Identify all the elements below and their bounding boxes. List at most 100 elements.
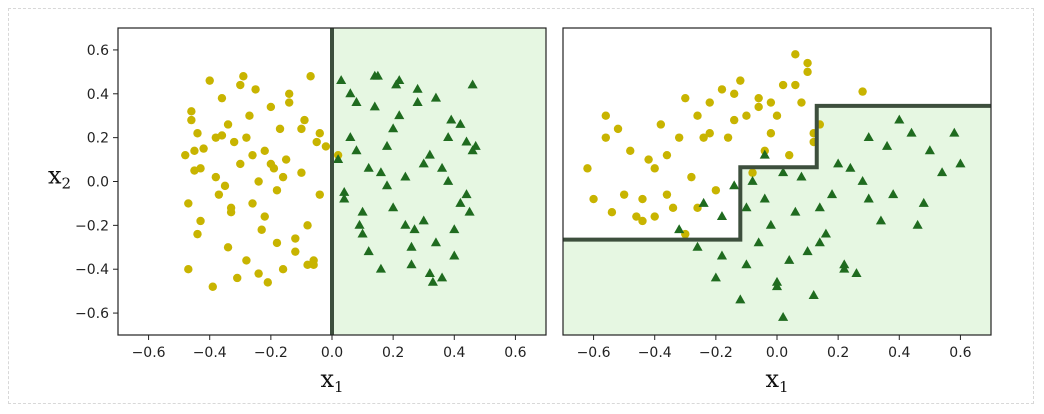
plot1-triangle-point (716, 250, 728, 260)
plot0-circle-point (260, 146, 269, 155)
plot1-triangle-point (753, 237, 764, 247)
plot1-x-tick-label: 0.6 (949, 345, 971, 361)
plot1-triangle-point (826, 189, 838, 199)
plot1-circle-point (674, 133, 684, 142)
plot1-circle-point (668, 203, 678, 213)
plot1-circle-point (766, 98, 776, 107)
plot0-triangle-point (449, 224, 460, 234)
plot1-circle-point (791, 80, 800, 90)
plot0-circle-point (184, 199, 193, 208)
plot1-circle-point (619, 190, 629, 199)
plot0-triangle-point (427, 276, 438, 286)
plot1-triangle-point (918, 197, 929, 207)
plot0-triangle-point (400, 171, 411, 181)
plot0-decision-region (332, 28, 546, 335)
plot0-circle-point (187, 115, 196, 125)
plot0-circle-point (291, 234, 300, 243)
plot0-circle-point (245, 111, 254, 120)
plot0-triangle-point (388, 123, 399, 133)
plot0-y-tick-label: 0.6 (87, 43, 109, 59)
plot0-triangle-point (464, 206, 475, 216)
plot0-circle-point (181, 150, 190, 160)
plot1-circle-point (858, 87, 867, 96)
plot0-circle-point (196, 164, 205, 173)
plot0-y-tick-label: 0.0 (87, 175, 109, 191)
plot0-y-tick-label: −0.2 (75, 218, 109, 234)
plot0-triangle-point (449, 250, 460, 260)
plot0-triangle-point (412, 83, 423, 93)
plot0-circle-point (248, 199, 257, 208)
plot0-circle-point (239, 72, 248, 81)
plot0-triangle-point (357, 228, 368, 238)
plot0-x-axis-label-sub: 1 (334, 378, 344, 396)
plot1-circle-point (705, 129, 714, 138)
plot1-triangle-point (814, 237, 825, 247)
plot0-y-tick-label: −0.6 (75, 306, 109, 322)
plot1-triangle-point (765, 219, 776, 229)
plot0-triangle-point (424, 149, 435, 159)
plot1-circle-point (687, 172, 696, 182)
plot0-circle-point (229, 137, 239, 147)
plot0-circle-point (251, 85, 260, 94)
plot1-triangle-point (778, 167, 789, 177)
plot1-triangle-point (771, 276, 783, 286)
plot1-triangle-point (741, 259, 752, 269)
plot0-y-tick-label: −0.4 (75, 262, 109, 278)
plot0-circle-point (254, 177, 263, 186)
plot0-circle-point (236, 159, 245, 169)
plot0-triangle-point (443, 176, 454, 185)
plot0-y-tick-label: 0.4 (87, 87, 109, 103)
plot0-circle-point (193, 129, 202, 138)
plot0-circle-point (278, 172, 288, 182)
plot0-triangle-point (363, 246, 374, 256)
plot0-triangle-point (467, 79, 478, 89)
plot1-triangle-point (808, 290, 819, 299)
plot1-triangle-point (674, 224, 685, 234)
plot0-circle-point (309, 260, 318, 270)
plot0-circle-point (217, 131, 227, 140)
plot0-circle-point (300, 115, 309, 125)
plot0-circle-point (199, 144, 208, 153)
plot0-circle-point (217, 93, 227, 103)
plot1-triangle-point (881, 140, 893, 150)
plot0-triangle-point (351, 97, 362, 106)
plot1-x-tick-label: −0.4 (638, 345, 672, 361)
plot1-triangle-point (894, 114, 905, 124)
plot0-circle-point (187, 107, 196, 116)
plot1-circle-point (662, 190, 672, 199)
plot0-triangle-point (345, 88, 356, 98)
plot0-triangle-point (369, 101, 380, 111)
plot1-triangle-point (814, 202, 825, 212)
plot0-x-tick-label: 0.0 (321, 345, 343, 361)
plot0-y-tick-label: 0.2 (87, 131, 109, 147)
plot0-triangle-point (436, 272, 448, 282)
plot1-circle-point (748, 168, 757, 177)
plot1-triangle-point (851, 268, 862, 278)
plot1-circle-point (723, 133, 733, 142)
plot1-triangle-point (845, 162, 856, 172)
plot0-circle-point (285, 89, 294, 98)
plot1-circle-point (736, 76, 745, 85)
plot0-triangle-point (400, 219, 411, 229)
plot0-triangle-point (333, 154, 344, 163)
plot1-circle-point (626, 146, 635, 155)
plot0-circle-point (315, 190, 324, 199)
plot0-circle-point (275, 124, 285, 134)
plot0-circle-point (242, 133, 251, 142)
plot1-circle-point (730, 89, 739, 98)
plot1-circle-point (791, 50, 800, 59)
plot1-triangle-point (790, 206, 801, 216)
plot0-triangle-point (375, 167, 386, 177)
plot1-circle-point (638, 216, 647, 226)
plot0-x-tick-label: 0.2 (382, 345, 404, 361)
plot0-circle-point (196, 216, 205, 226)
plot0-circle-point (297, 124, 306, 134)
plot0-circle-point (306, 72, 315, 81)
plot0-triangle-point (345, 132, 356, 142)
plot1-circle-point (705, 98, 714, 107)
plot0-triangle-point (409, 224, 420, 234)
plot1-circle-point (754, 102, 763, 112)
plot1-circle-point (742, 111, 751, 120)
plot0-circle-point (233, 273, 242, 283)
plot0-circle-point (266, 102, 276, 112)
